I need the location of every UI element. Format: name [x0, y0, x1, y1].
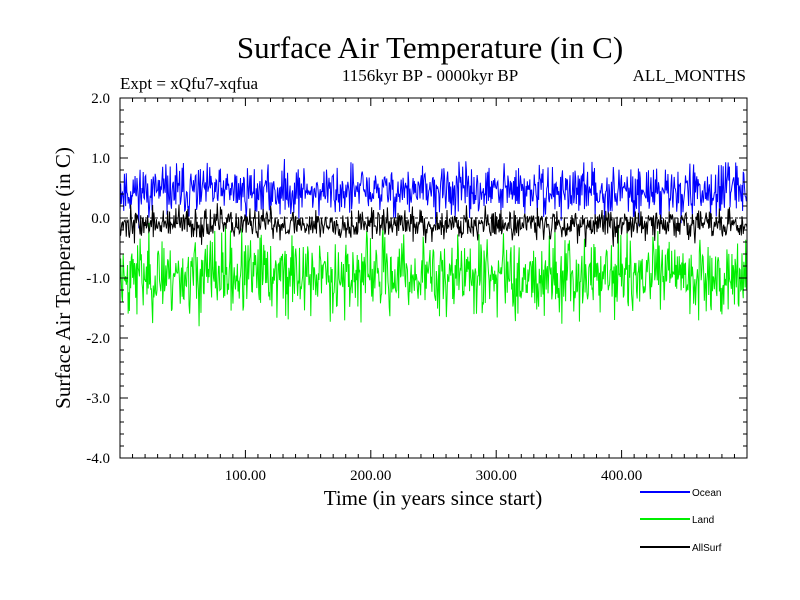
y-tick-label: 0.0	[91, 211, 110, 227]
x-tick-label: 400.00	[601, 468, 642, 484]
x-axis: 100.00 200.00 300.00 400.00	[132, 98, 735, 484]
y-axis-label: Surface Air Temperature (in C)	[51, 147, 75, 409]
y-axis: 2.0 1.0 0.0 -1.0 -2.0 -3.0 -4.0	[86, 91, 747, 467]
y-tick-label: -4.0	[86, 451, 110, 467]
experiment-label: Expt = xQfu7-xqfua	[120, 74, 258, 93]
y-tick-label: 2.0	[91, 91, 110, 107]
chart-title: Surface Air Temperature (in C)	[237, 30, 623, 65]
series-line-ocean	[120, 158, 747, 229]
series-line-land	[120, 223, 747, 327]
time-range-label: 1156kyr BP - 0000kyr BP	[342, 66, 518, 85]
x-tick-label: 200.00	[350, 468, 391, 484]
months-label: ALL_MONTHS	[633, 66, 746, 85]
legend-label-ocean: Ocean	[692, 488, 721, 499]
y-tick-label: -2.0	[86, 331, 110, 347]
y-tick-label: -3.0	[86, 391, 110, 407]
x-tick-label: 300.00	[476, 468, 517, 484]
y-tick-label: -1.0	[86, 271, 110, 287]
legend-label-allsurf: AllSurf	[692, 543, 722, 554]
y-tick-label: 1.0	[91, 151, 110, 167]
series-line-allsurf	[120, 203, 747, 248]
series-layer	[120, 158, 747, 327]
x-axis-label: Time (in years since start)	[324, 486, 543, 510]
x-tick-label: 100.00	[225, 468, 266, 484]
legend: Ocean Land AllSurf	[640, 488, 722, 554]
legend-label-land: Land	[692, 515, 714, 526]
